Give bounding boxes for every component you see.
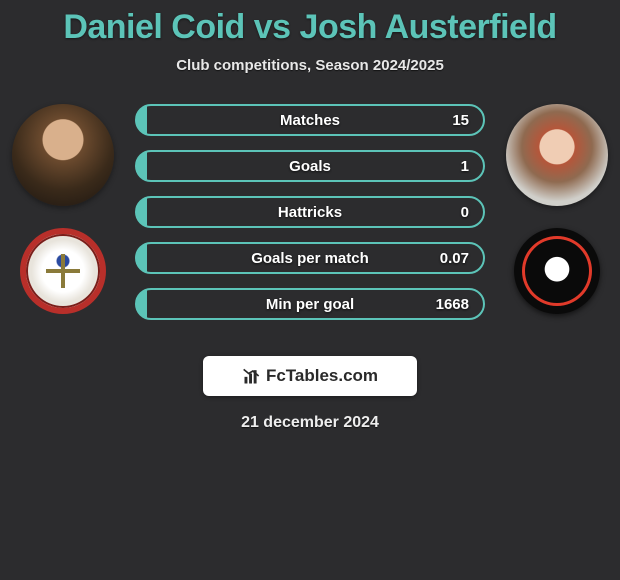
stat-bar-matches: Matches 15 xyxy=(135,104,485,136)
stat-bar-goals: Goals 1 xyxy=(135,150,485,182)
stat-value: 0.07 xyxy=(440,244,469,272)
stat-value: 1668 xyxy=(436,290,469,318)
stat-label: Goals xyxy=(137,152,483,180)
comparison-panel: Matches 15 Goals 1 Hattricks 0 Goals per… xyxy=(0,104,620,334)
brand-chip: FcTables.com xyxy=(203,356,417,396)
subtitle: Club competitions, Season 2024/2025 xyxy=(0,57,620,74)
player-left-avatar xyxy=(12,104,114,206)
stat-label: Matches xyxy=(137,106,483,134)
date-text: 21 december 2024 xyxy=(0,414,620,432)
player-left-club-badge xyxy=(20,228,106,314)
player-right-avatar xyxy=(506,104,608,206)
stat-value: 15 xyxy=(452,106,469,134)
stat-bars: Matches 15 Goals 1 Hattricks 0 Goals per… xyxy=(135,104,485,320)
player-right-club-badge xyxy=(514,228,600,314)
left-player-column xyxy=(8,104,118,314)
stat-value: 1 xyxy=(461,152,469,180)
stat-value: 0 xyxy=(461,198,469,226)
stat-bar-hattricks: Hattricks 0 xyxy=(135,196,485,228)
stat-bar-min-per-goal: Min per goal 1668 xyxy=(135,288,485,320)
bar-chart-icon xyxy=(242,366,262,386)
stat-label: Min per goal xyxy=(137,290,483,318)
brand-text: FcTables.com xyxy=(266,366,378,386)
right-player-column xyxy=(502,104,612,314)
stat-label: Hattricks xyxy=(137,198,483,226)
page-title: Daniel Coid vs Josh Austerfield xyxy=(0,0,620,47)
stat-label: Goals per match xyxy=(137,244,483,272)
stat-bar-goals-per-match: Goals per match 0.07 xyxy=(135,242,485,274)
